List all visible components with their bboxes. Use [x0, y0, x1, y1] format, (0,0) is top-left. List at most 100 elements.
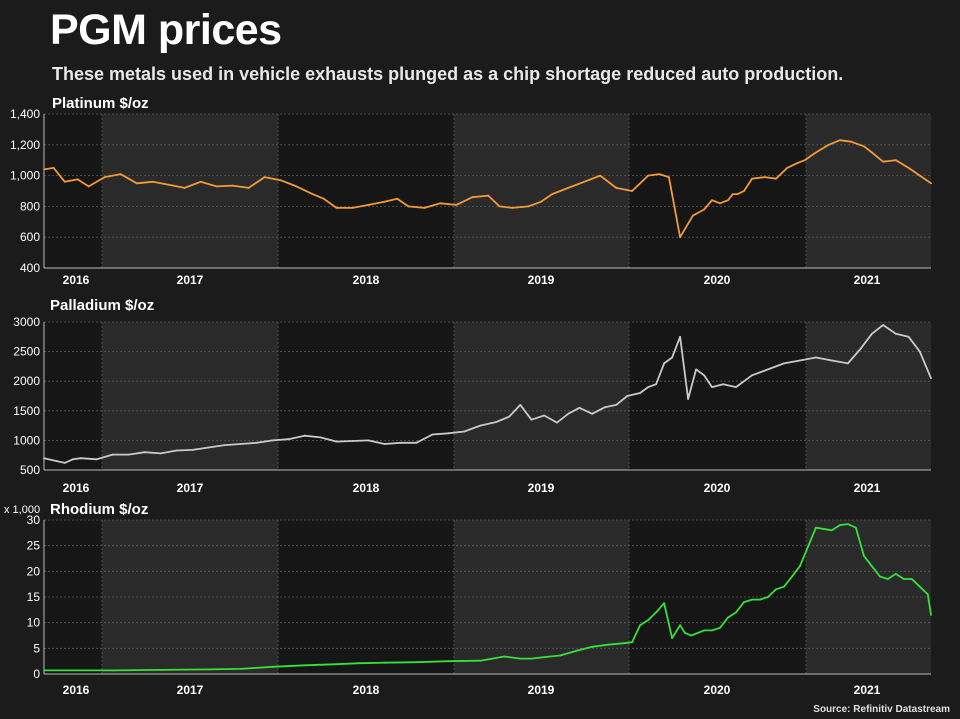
y-tick-label: 1,000 [10, 169, 40, 183]
data-point [463, 430, 466, 433]
y-tick-label: 1000 [13, 433, 40, 447]
data-point [591, 645, 594, 648]
x-tick-label: 2019 [528, 683, 555, 697]
data-point [783, 362, 785, 365]
data-point [930, 182, 932, 185]
data-point [95, 458, 98, 461]
x-tick-label: 2016 [63, 683, 90, 697]
data-point [930, 614, 932, 616]
data-point [199, 180, 202, 183]
data-point [799, 565, 801, 568]
data-point [487, 194, 490, 197]
data-point [767, 368, 769, 371]
data-point [839, 524, 841, 526]
x-tick-label: 2017 [177, 481, 204, 495]
data-point [127, 453, 130, 456]
x-tick-label: 2018 [353, 481, 380, 495]
data-point [727, 199, 729, 202]
x-tick-label: 2019 [528, 273, 555, 287]
data-point [910, 578, 913, 580]
data-point [803, 159, 806, 162]
data-point [687, 398, 689, 400]
data-point [639, 624, 641, 627]
y-tick-label: 1,400 [10, 107, 40, 121]
data-point [607, 643, 610, 646]
x-tick-label: 2021 [854, 481, 881, 495]
data-point [396, 197, 399, 200]
data-point [751, 374, 753, 377]
data-point [447, 660, 450, 663]
data-point [52, 167, 55, 169]
data-point [727, 616, 729, 619]
data-point [71, 458, 74, 461]
year-band [454, 114, 629, 268]
data-point [399, 441, 402, 444]
x-tick-label: 2020 [704, 683, 731, 697]
data-point [303, 434, 306, 437]
data-point [239, 668, 242, 670]
data-point [271, 665, 274, 668]
data-point [407, 205, 410, 208]
data-point [63, 669, 66, 672]
data-point [679, 335, 681, 338]
data-point [631, 641, 633, 644]
page-title: PGM prices [50, 6, 282, 54]
series-line [43, 139, 932, 239]
y-tick-label: 20 [27, 564, 41, 578]
data-point [786, 167, 789, 169]
data-point [530, 657, 533, 660]
year-band [102, 322, 278, 470]
data-point [495, 421, 498, 423]
data-point [63, 180, 66, 183]
data-point [63, 462, 66, 464]
data-point [751, 177, 753, 180]
y-tick-label: 400 [20, 261, 40, 275]
data-point [263, 176, 266, 179]
data-point [658, 173, 661, 176]
data-point [859, 347, 862, 350]
data-point [831, 529, 833, 532]
data-point [655, 383, 657, 386]
source-note: Source: Refinitiv Datastream [813, 704, 950, 715]
data-point [668, 176, 670, 179]
data-point [882, 160, 884, 163]
data-point [831, 359, 833, 362]
data-point [839, 139, 841, 142]
data-point [623, 642, 625, 645]
y-tick-label: 500 [20, 463, 40, 477]
year-band [278, 322, 454, 470]
data-point [455, 204, 458, 206]
data-point [763, 176, 766, 179]
data-point [926, 593, 929, 596]
data-point [159, 452, 162, 455]
data-point [191, 449, 194, 451]
data-point [647, 174, 649, 177]
data-point [815, 526, 817, 529]
page-subtitle: These metals used in vehicle exhausts pl… [52, 64, 844, 84]
data-point [383, 200, 386, 203]
data-point [663, 362, 665, 365]
y-tick-label: 1500 [13, 404, 40, 418]
data-point [795, 162, 798, 165]
data-point [671, 637, 673, 639]
unit-note: x 1,000 [4, 504, 40, 516]
data-point [855, 526, 857, 529]
data-point [215, 185, 218, 188]
data-point [79, 457, 82, 460]
y-tick-label: 800 [20, 199, 40, 213]
year-band [102, 114, 278, 268]
data-point [319, 436, 322, 439]
year-band [629, 114, 806, 268]
data-point [207, 446, 210, 449]
x-tick-label: 2020 [704, 481, 731, 495]
panel-title: Platinum $/oz [52, 95, 149, 112]
data-point [647, 619, 649, 621]
data-point [556, 421, 558, 424]
y-tick-label: 2000 [13, 374, 40, 388]
x-tick-label: 2021 [854, 683, 881, 697]
data-point [55, 460, 58, 462]
x-tick-label: 2016 [63, 273, 90, 287]
data-point [543, 414, 546, 417]
x-tick-label: 2018 [353, 273, 380, 287]
data-point [511, 207, 514, 209]
